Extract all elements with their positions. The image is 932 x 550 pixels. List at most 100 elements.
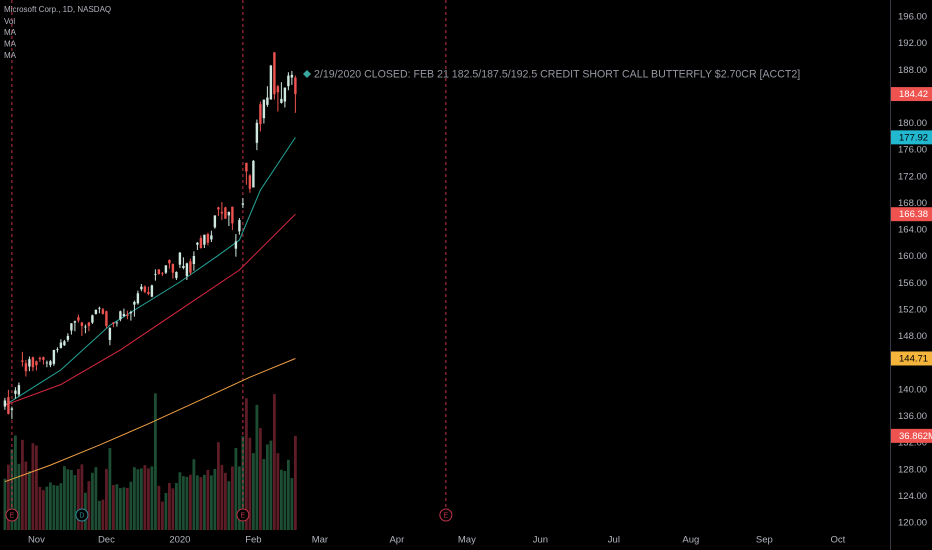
candle-body xyxy=(238,220,241,232)
volume-bar xyxy=(17,463,21,530)
candle-body xyxy=(84,326,87,328)
candle-body xyxy=(119,311,122,320)
candle-body xyxy=(220,212,224,214)
last-price-label-box xyxy=(891,87,932,102)
ma-last-label-box xyxy=(891,130,932,145)
volume-bar xyxy=(118,488,122,530)
volume-last-label: 36.862M xyxy=(899,431,932,442)
volume-bar xyxy=(111,485,115,530)
x-tick-label: Oct xyxy=(830,535,845,546)
volume-bar xyxy=(31,443,35,530)
candle-body xyxy=(7,397,10,414)
x-tick-label: Mar xyxy=(312,535,328,546)
y-tick-label: 188.00 xyxy=(898,65,927,76)
volume-bar xyxy=(90,472,94,530)
ma-last-label: 166.38 xyxy=(899,209,928,220)
volume-bar xyxy=(73,475,77,530)
candle-body xyxy=(171,264,175,273)
candle-body xyxy=(252,160,255,188)
legend-title: Microsoft Corp., 1D, NASDAQ xyxy=(4,5,111,14)
ma-last-label-box xyxy=(891,207,932,222)
candle-body xyxy=(287,75,290,87)
candle-body xyxy=(14,390,17,394)
volume-bar xyxy=(55,485,59,530)
candle-body xyxy=(224,207,227,219)
candle-body xyxy=(87,322,91,326)
candle-body xyxy=(126,314,129,316)
volume-bar xyxy=(209,475,213,530)
candle-body xyxy=(269,65,273,100)
volume-bar xyxy=(34,445,38,530)
candle-body xyxy=(24,363,28,372)
volume-bar xyxy=(178,472,182,530)
y-tick-label: 140.00 xyxy=(898,384,927,395)
candle-body xyxy=(56,349,59,351)
volume-last-label-box xyxy=(891,428,932,443)
volume-bar xyxy=(185,476,189,530)
candle-body xyxy=(175,271,178,278)
volume-bar xyxy=(24,461,28,530)
legend-ma: MA xyxy=(4,51,17,60)
candle-body xyxy=(154,273,157,275)
volume-bar xyxy=(241,436,245,530)
volume-bar xyxy=(108,448,112,530)
event-label: E xyxy=(444,512,449,519)
volume-bar xyxy=(136,469,140,530)
candle-body xyxy=(161,273,164,275)
ma-line xyxy=(4,358,296,483)
volume-bar xyxy=(188,474,192,530)
candle-body xyxy=(70,323,73,331)
volume-bar xyxy=(59,483,63,530)
candle-body xyxy=(105,311,108,326)
volume-bar xyxy=(45,486,49,530)
volume-bar xyxy=(80,464,84,530)
candle-body xyxy=(259,104,262,125)
y-tick-label: 148.00 xyxy=(898,331,927,342)
legend-ma: MA xyxy=(4,28,17,37)
x-tick-label: Jun xyxy=(533,535,548,546)
volume-bar xyxy=(213,468,217,530)
x-tick-label: Apr xyxy=(389,535,404,546)
volume-bar xyxy=(290,478,294,530)
candle-body xyxy=(182,265,185,268)
candle-body xyxy=(210,235,213,240)
candle-body xyxy=(276,86,280,93)
y-tick-label: 180.00 xyxy=(898,118,927,129)
candle-body xyxy=(38,357,42,360)
y-tick-label: 152.00 xyxy=(898,304,927,315)
candle-body xyxy=(150,285,154,297)
candle-body xyxy=(178,252,182,265)
x-tick-label: Feb xyxy=(245,535,261,546)
volume-bar xyxy=(20,439,24,530)
candle-body xyxy=(133,301,136,305)
event-label: E xyxy=(10,512,15,519)
volume-bar xyxy=(115,484,119,530)
volume-bar xyxy=(220,464,224,530)
volume-bar xyxy=(101,499,105,530)
volume-bar xyxy=(132,467,136,530)
candle-body xyxy=(280,98,283,103)
volume-bar xyxy=(174,483,178,530)
event-badge xyxy=(5,508,19,522)
candle-body xyxy=(217,207,220,210)
volume-bar xyxy=(143,465,147,530)
candle-body xyxy=(122,313,126,316)
candle-body xyxy=(245,162,248,172)
volume-bar xyxy=(150,466,154,530)
y-tick-label: 172.00 xyxy=(898,171,927,182)
candle-body xyxy=(241,203,245,205)
candle-body xyxy=(206,234,210,243)
y-tick-label: 168.00 xyxy=(898,198,927,209)
candle-body xyxy=(147,291,150,294)
event-label: E xyxy=(241,512,246,519)
candle-body xyxy=(77,317,80,321)
volume-bar xyxy=(206,469,210,530)
candle-body xyxy=(17,385,21,395)
volume-bar xyxy=(62,466,66,530)
volume-bar xyxy=(94,467,98,530)
ma-last-label: 144.71 xyxy=(899,353,928,364)
candle-body xyxy=(168,260,171,264)
y-tick-label: 124.00 xyxy=(898,491,927,502)
candle-body xyxy=(255,122,259,143)
